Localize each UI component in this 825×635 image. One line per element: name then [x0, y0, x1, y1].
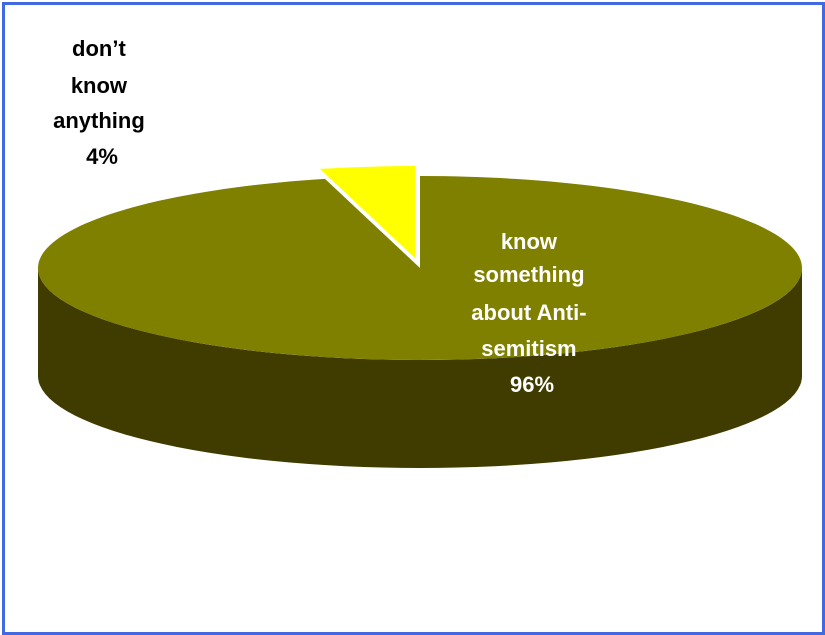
pie-labels: know something about Anti- semitism 96% … [53, 36, 592, 397]
slice-know-something [38, 176, 803, 360]
pie-body [38, 268, 802, 468]
slice-side-know-something [38, 268, 802, 468]
pie-slices [38, 166, 803, 360]
label-dont-know: don’t know anything 4% [53, 36, 151, 169]
label-know-something: know something about Anti- semitism 96% [471, 229, 592, 397]
slice-dont-know [320, 166, 415, 258]
